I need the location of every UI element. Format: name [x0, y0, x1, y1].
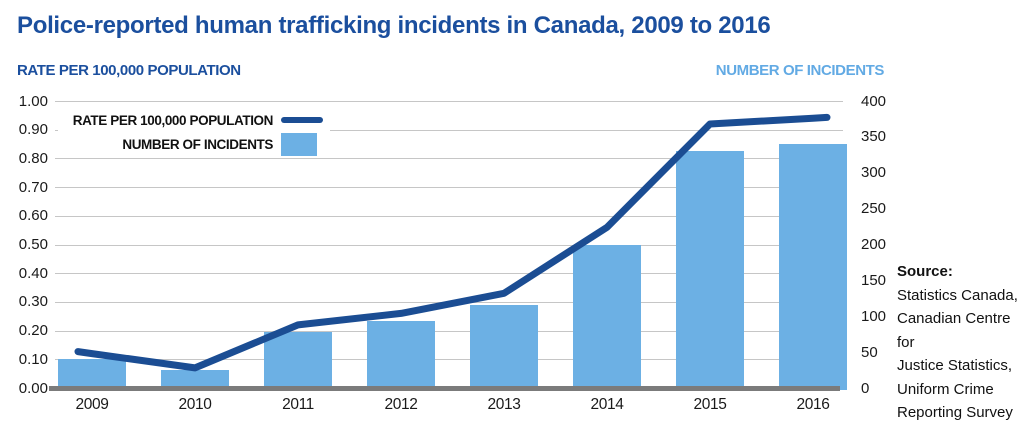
- page-title: Police-reported human trafficking incide…: [17, 12, 771, 39]
- year-label: 2015: [693, 396, 727, 413]
- left-axis-tick: 0.40: [18, 264, 48, 282]
- source-lines: Statistics Canada, Canadian Centre for Jus…: [897, 284, 1023, 425]
- source-line: Reporting Survey: [897, 404, 1013, 421]
- left-axis-tick: 0.10: [18, 350, 48, 368]
- legend: RATE PER 100,000 POPULATION NUMBER OF IN…: [58, 107, 330, 157]
- right-axis-tick: 300: [861, 164, 887, 182]
- year-label: 2010: [178, 396, 212, 413]
- left-axis-header: RATE PER 100,000 POPULATION: [17, 62, 241, 79]
- right-axis-tick: 0: [861, 379, 870, 397]
- left-axis-tick: 1.00: [18, 92, 48, 110]
- right-axis-header: NUMBER OF INCIDENTS: [715, 62, 885, 79]
- year-label: 2012: [384, 396, 418, 413]
- right-axis-tick: 150: [861, 271, 887, 289]
- incidents-bar: [367, 321, 435, 390]
- year-label: 2011: [282, 396, 314, 413]
- right-axis-tick: 250: [861, 200, 887, 218]
- source-heading: Source:: [897, 263, 953, 280]
- right-axis-tick: 100: [861, 307, 887, 325]
- right-axis-tick: 200: [861, 236, 887, 253]
- source-block: Source: Statistics Canada, Canadian Centr…: [897, 260, 1023, 425]
- gridline: [55, 101, 843, 102]
- year-label: 2014: [590, 396, 624, 413]
- left-axis-tick: 0.80: [18, 149, 48, 167]
- year-label: 2013: [487, 396, 521, 413]
- left-axis-tick: 0.30: [18, 293, 48, 311]
- incidents-bar: [779, 144, 847, 390]
- left-axis-tick: 0.70: [18, 178, 48, 196]
- incidents-bar: [676, 151, 744, 390]
- source-line: Uniform Crime: [897, 380, 994, 398]
- left-axis-tick: 0.90: [18, 121, 48, 139]
- left-axis-tick: 0.20: [18, 322, 48, 340]
- legend-line-swatch: [281, 117, 323, 123]
- left-axis-tick: 0.00: [18, 379, 48, 397]
- right-axis-tick: 50: [861, 343, 878, 361]
- incidents-bar: [470, 305, 538, 390]
- source-line: Canadian Centre for: [897, 310, 1011, 351]
- incidents-bar: [264, 332, 332, 390]
- year-label: 2016: [796, 396, 830, 413]
- source-line: Justice Statistics,: [897, 357, 1013, 374]
- x-axis-baseline: [49, 386, 840, 391]
- incidents-bar: [161, 370, 229, 390]
- incidents-bar: [573, 244, 641, 390]
- left-axis-tick: 0.50: [18, 236, 48, 253]
- legend-incidents-label: NUMBER OF INCIDENTS: [122, 136, 273, 152]
- right-axis-tick: 400: [861, 92, 887, 110]
- legend-rate-label: RATE PER 100,000 POPULATION: [72, 112, 274, 128]
- right-axis-tick: 350: [861, 128, 887, 146]
- legend-bar-swatch: [281, 132, 317, 156]
- year-label: 2009: [75, 396, 109, 413]
- left-axis-tick: 0.60: [18, 207, 48, 225]
- source-line: Statistics Canada,: [897, 286, 1018, 304]
